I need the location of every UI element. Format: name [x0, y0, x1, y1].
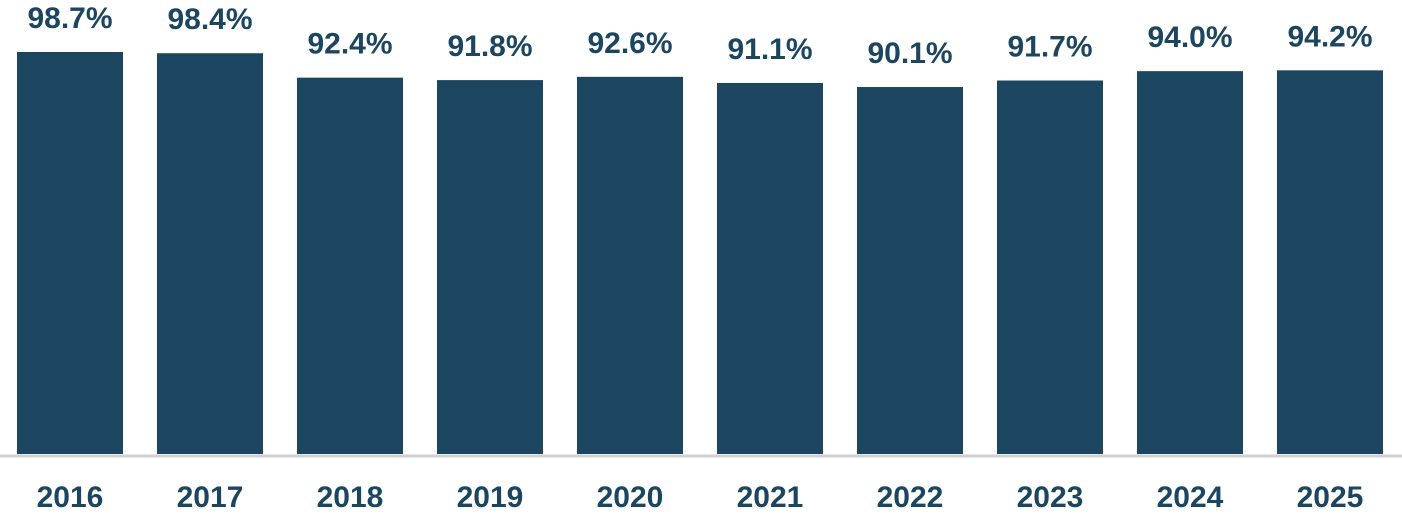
- x-tick-label: 2025: [1297, 481, 1364, 514]
- data-label: 94.2%: [1287, 20, 1372, 53]
- x-tick-label: 2021: [737, 481, 804, 514]
- data-label: 92.4%: [307, 28, 392, 61]
- x-tick-label: 2017: [177, 481, 244, 514]
- data-label: 91.7%: [1007, 30, 1092, 63]
- bar: [577, 76, 683, 455]
- bar: [857, 87, 963, 455]
- x-tick-label: 2020: [597, 481, 664, 514]
- data-label: 91.8%: [447, 30, 532, 63]
- bar: [717, 82, 823, 454]
- data-label: 98.4%: [167, 3, 252, 36]
- data-label: 98.7%: [27, 2, 112, 35]
- data-label: 91.1%: [727, 33, 812, 66]
- bar: [17, 52, 123, 454]
- data-label: 90.1%: [867, 37, 952, 70]
- data-label: 92.6%: [587, 27, 672, 60]
- data-label: 94.0%: [1147, 21, 1232, 54]
- x-tick-label: 2023: [1017, 481, 1084, 514]
- bar: [297, 77, 403, 454]
- bar: [437, 80, 543, 455]
- x-tick-label: 2018: [317, 481, 384, 514]
- bar: [157, 53, 263, 454]
- x-tick-label: 2019: [457, 481, 524, 514]
- x-tick-label: 2016: [37, 481, 104, 514]
- bar: [1277, 70, 1383, 454]
- x-tick-label: 2022: [877, 481, 944, 514]
- x-tick-label: 2024: [1157, 481, 1224, 514]
- bar: [997, 80, 1103, 455]
- bar: [1137, 71, 1243, 455]
